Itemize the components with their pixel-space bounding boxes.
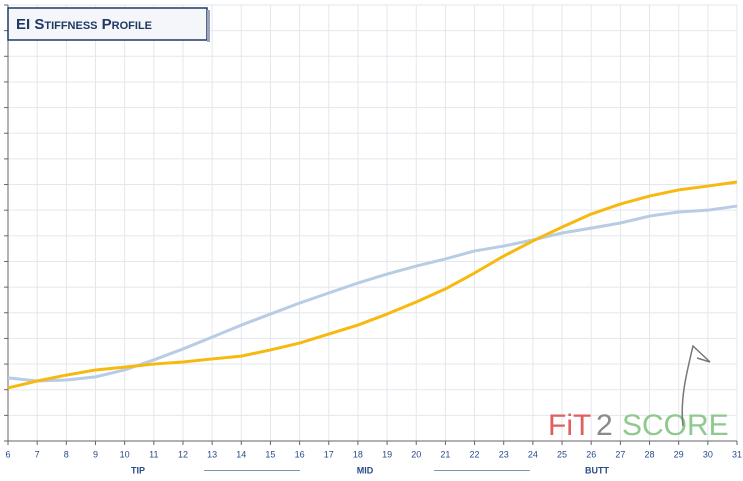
logo: FiT 2 SCORE [548, 344, 729, 442]
bottom-label: ----------------------------------------… [204, 469, 300, 475]
x-tick-label: 16 [295, 449, 305, 459]
x-tick-label: 23 [499, 449, 509, 459]
x-tick-label: 31 [732, 449, 742, 459]
x-tick-label: 11 [149, 449, 158, 459]
x-tick-label: 6 [5, 449, 10, 459]
series-line [7, 180, 738, 390]
x-tick-label: 20 [411, 449, 421, 459]
logo-part: 2 [596, 409, 613, 442]
x-tick-label: 27 [615, 449, 625, 459]
bottom-label: BUTT [585, 465, 609, 475]
x-tick-label: 26 [586, 449, 596, 459]
x-tick-label: 12 [178, 449, 188, 459]
series-line [7, 204, 738, 383]
bottom-label: MID [357, 465, 374, 475]
x-tick-label: 28 [645, 449, 655, 459]
x-tick-label: 13 [207, 449, 217, 459]
x-tick-label: 24 [528, 449, 538, 459]
logo-icon [681, 344, 711, 427]
x-tick-label: 22 [470, 449, 480, 459]
x-tick-label: 18 [353, 449, 363, 459]
x-tick-label: 30 [703, 449, 713, 459]
chart-title: EI Stiffness Profile [16, 16, 152, 33]
x-tick-label: 8 [64, 449, 69, 459]
x-tick-label: 29 [674, 449, 684, 459]
logo-part: SCORE [622, 409, 729, 442]
x-tick-label: 19 [382, 449, 392, 459]
x-tick-label: 25 [557, 449, 567, 459]
x-tick-label: 14 [236, 449, 246, 459]
x-tick-label: 10 [120, 449, 130, 459]
x-tick-label: 7 [35, 449, 40, 459]
bottom-label: TIP [131, 465, 145, 475]
x-tick-label: 9 [93, 449, 98, 459]
bottom-label: ----------------------------------------… [434, 469, 530, 475]
logo-part: FiT [548, 409, 591, 442]
x-tick-label: 15 [265, 449, 275, 459]
title-shadow [207, 10, 210, 42]
x-tick-label: 21 [440, 449, 450, 459]
x-tick-label: 17 [324, 449, 334, 459]
